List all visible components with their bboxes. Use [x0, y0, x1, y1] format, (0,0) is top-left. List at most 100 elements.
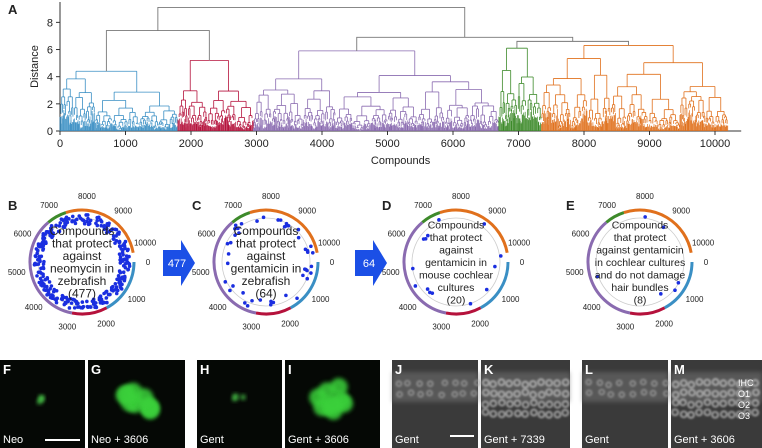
circle-caption: against	[247, 249, 286, 263]
compound-dot	[676, 280, 681, 285]
circle-caption: cultures	[438, 282, 475, 294]
compound-dot	[80, 306, 85, 310]
hair-cell	[513, 390, 521, 398]
hair-cell	[629, 380, 636, 387]
compound-dot	[305, 250, 310, 255]
compound-dot	[117, 252, 122, 256]
circle-tick-label: 6000	[198, 229, 216, 238]
hair-cell	[663, 390, 670, 397]
hair-cell	[530, 408, 538, 417]
y-tick-label: 0	[47, 126, 53, 138]
compound-dot	[268, 302, 273, 307]
circle-caption: Compounds	[612, 220, 669, 232]
circle-tick-label: 5000	[566, 268, 584, 277]
hair-cell	[651, 380, 658, 387]
hair-cell	[498, 399, 506, 407]
circle-tick-label: 2000	[471, 319, 489, 328]
rim-arc	[71, 306, 108, 316]
compound-dot	[41, 241, 45, 246]
compound-dot	[120, 282, 124, 287]
compound-dot	[498, 254, 503, 258]
hair-cell	[736, 380, 744, 388]
image-caption: Neo + 3606	[91, 434, 148, 446]
circle-caption: hair bundles	[611, 282, 668, 294]
compound-dot	[413, 284, 418, 288]
hair-cell	[497, 390, 506, 398]
compound-dot	[309, 264, 314, 269]
x-tick-label: 2000	[179, 138, 203, 150]
compound-dot	[67, 306, 72, 310]
compound-dot	[117, 230, 121, 235]
hair-cell	[696, 390, 704, 398]
hair-cell	[481, 408, 490, 416]
compound-dot	[305, 276, 310, 281]
image-caption: Gent + 7339	[484, 434, 545, 446]
circle-tick-label: 4000	[583, 303, 601, 312]
compound-dot	[66, 299, 70, 304]
compound-dot	[122, 274, 127, 279]
inner-ring	[595, 217, 685, 307]
hair-cell	[743, 379, 752, 388]
hair-cell	[736, 389, 744, 397]
hair-cell	[538, 401, 546, 409]
circle-tick-label: 7000	[598, 201, 616, 210]
hair-cell	[743, 408, 751, 416]
hair-cell	[640, 378, 647, 386]
hair-cell	[695, 400, 703, 408]
cluster	[541, 45, 729, 131]
circle-tick-label: 5000	[8, 268, 26, 277]
compound-dot	[295, 296, 299, 301]
hair-cell	[687, 381, 695, 389]
compound-dot	[276, 218, 280, 222]
compound-dot	[97, 215, 101, 220]
compound-dot	[54, 223, 58, 228]
compound-dot	[223, 280, 228, 284]
hair-cell	[438, 391, 445, 399]
compound-dot	[271, 300, 276, 305]
hair-cell	[545, 411, 553, 419]
compound-dot	[661, 225, 666, 230]
hair-cell	[616, 379, 623, 387]
compound-dot	[41, 262, 46, 266]
hair-cell	[607, 391, 614, 398]
circle-caption: (477)	[68, 286, 96, 300]
compound-dot	[468, 301, 473, 306]
compound-dot	[41, 234, 46, 239]
panel-label: F	[3, 362, 11, 377]
panel-label: H	[200, 362, 209, 377]
compound-dot	[51, 231, 55, 235]
circle-tick-label: 2000	[655, 319, 673, 328]
hair-cell	[489, 399, 497, 407]
compound-dot	[64, 217, 69, 222]
hair-cell	[687, 401, 695, 409]
compound-dot	[37, 244, 42, 249]
circle-tick-label: 8000	[78, 192, 96, 201]
compound-dot	[95, 223, 100, 228]
image-caption: Gent	[585, 434, 609, 446]
hair-cell	[553, 410, 562, 419]
hair-cell	[711, 400, 719, 408]
compound-dot	[48, 233, 52, 238]
circle-tick-label: 0	[520, 258, 525, 267]
hair-cell	[407, 389, 415, 396]
hair-cell	[545, 379, 553, 387]
circle-caption: neomycin in	[50, 261, 114, 275]
hair-cell	[461, 380, 468, 387]
hair-cell	[537, 410, 546, 419]
compound-dot	[116, 274, 121, 278]
rim-arc	[212, 221, 257, 315]
cluster	[252, 50, 499, 131]
hair-cell	[545, 388, 553, 396]
compound-dot	[255, 219, 259, 223]
hair-cell	[751, 399, 760, 407]
compound-dot	[114, 238, 119, 243]
circle-caption: zebrafish	[58, 274, 107, 288]
hair-cell	[553, 401, 562, 409]
hair-cell	[529, 391, 537, 399]
hair-cell	[426, 389, 433, 397]
compound-dot	[43, 241, 48, 246]
compound-dot	[284, 293, 288, 298]
hair-cell	[672, 398, 680, 407]
compound-dot	[74, 299, 79, 304]
compound-dot	[120, 247, 125, 252]
